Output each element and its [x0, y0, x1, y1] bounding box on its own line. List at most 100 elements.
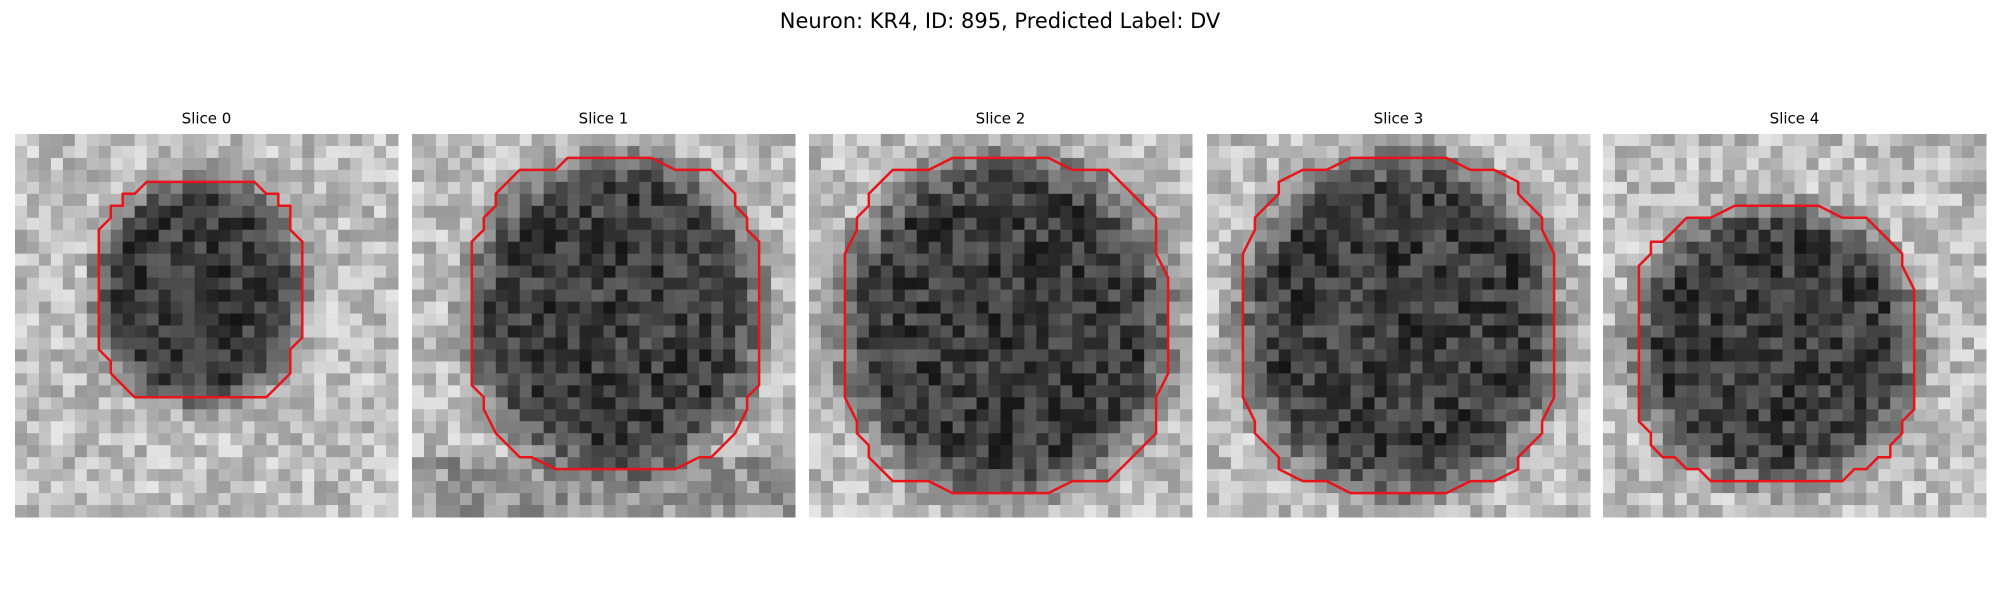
pixel: [1374, 313, 1388, 326]
pixel: [1650, 325, 1664, 338]
pixel: [302, 181, 315, 195]
pixel: [26, 193, 40, 207]
pixel: [1000, 205, 1013, 219]
pixel: [1242, 134, 1256, 147]
pixel: [1650, 134, 1664, 147]
pixel: [362, 325, 375, 338]
pixel: [1060, 217, 1073, 231]
pixel: [675, 505, 688, 518]
pixel: [338, 349, 351, 362]
pixel: [1120, 241, 1133, 255]
pixel: [747, 325, 760, 338]
pixel: [1530, 409, 1543, 422]
pixel: [230, 229, 243, 243]
pixel: [1060, 145, 1073, 159]
pixel: [747, 397, 760, 410]
pixel: [1902, 313, 1915, 326]
pixel: [603, 325, 616, 338]
pixel: [747, 301, 760, 315]
pixel: [338, 397, 351, 410]
pixel: [1746, 421, 1760, 434]
pixel: [290, 301, 303, 315]
pixel: [1974, 433, 1987, 446]
pixel: [134, 457, 148, 470]
pixel: [122, 409, 136, 422]
pixel: [1422, 145, 1435, 159]
pixel: [374, 493, 387, 506]
pixel: [1144, 397, 1157, 410]
pixel: [423, 457, 437, 470]
pixel: [1518, 253, 1531, 267]
pixel: [1120, 205, 1133, 219]
pixel: [423, 157, 437, 171]
pixel: [1048, 457, 1061, 470]
pixel: [1830, 385, 1843, 398]
pixel: [1024, 469, 1037, 482]
pixel: [723, 457, 736, 470]
pixel: [1878, 241, 1891, 255]
pixel: [1554, 457, 1567, 470]
pixel: [158, 493, 172, 506]
pixel: [1314, 325, 1328, 338]
pixel: [1818, 277, 1831, 291]
pixel: [1180, 265, 1193, 279]
pixel: [1434, 181, 1447, 195]
pixel: [194, 481, 207, 494]
pixel: [1302, 373, 1316, 386]
pixel: [1746, 134, 1760, 147]
pixel: [290, 481, 303, 494]
pixel: [254, 493, 267, 506]
pixel: [1854, 205, 1867, 219]
pixel: [964, 433, 978, 446]
pixel: [1710, 145, 1724, 159]
pixel: [567, 301, 581, 315]
pixel: [1878, 253, 1891, 267]
pixel: [1362, 505, 1376, 518]
pixel: [386, 289, 399, 303]
pixel: [1578, 313, 1591, 326]
pixel: [1000, 134, 1013, 147]
pixel: [290, 409, 303, 422]
pixel: [844, 445, 858, 458]
pixel: [483, 313, 497, 326]
pixel: [1506, 313, 1519, 326]
pixel: [206, 361, 219, 374]
pixel: [1603, 301, 1616, 315]
pixel: [1494, 397, 1507, 410]
pixel: [1566, 313, 1579, 326]
pixel: [771, 457, 784, 470]
pixel: [1482, 385, 1495, 398]
pixel: [711, 337, 724, 350]
pixel: [1470, 337, 1483, 350]
pixel: [964, 505, 978, 518]
pixel: [1974, 169, 1987, 183]
pixel: [182, 469, 196, 482]
pixel: [447, 481, 461, 494]
pixel: [1482, 337, 1495, 350]
pixel: [170, 361, 184, 374]
pixel: [146, 505, 160, 518]
pixel: [543, 301, 557, 315]
pixel: [603, 481, 616, 494]
pixel: [1434, 169, 1447, 183]
pixel: [1926, 193, 1939, 207]
pixel: [832, 241, 846, 255]
pixel: [856, 325, 870, 338]
pixel: [134, 277, 148, 291]
pixel: [15, 385, 28, 398]
pixel: [1362, 289, 1376, 303]
pixel: [783, 265, 796, 279]
pixel: [1180, 241, 1193, 255]
pixel: [1746, 301, 1760, 315]
pixel: [1386, 469, 1399, 482]
pixel: [1722, 157, 1736, 171]
pixel: [916, 481, 930, 494]
pixel: [1096, 265, 1109, 279]
pixel: [1060, 337, 1073, 350]
pixel: [158, 217, 172, 231]
pixel: [158, 337, 172, 350]
pixel: [350, 193, 363, 207]
pixel: [495, 385, 509, 398]
pixel: [579, 193, 593, 207]
pixel: [1782, 349, 1795, 362]
